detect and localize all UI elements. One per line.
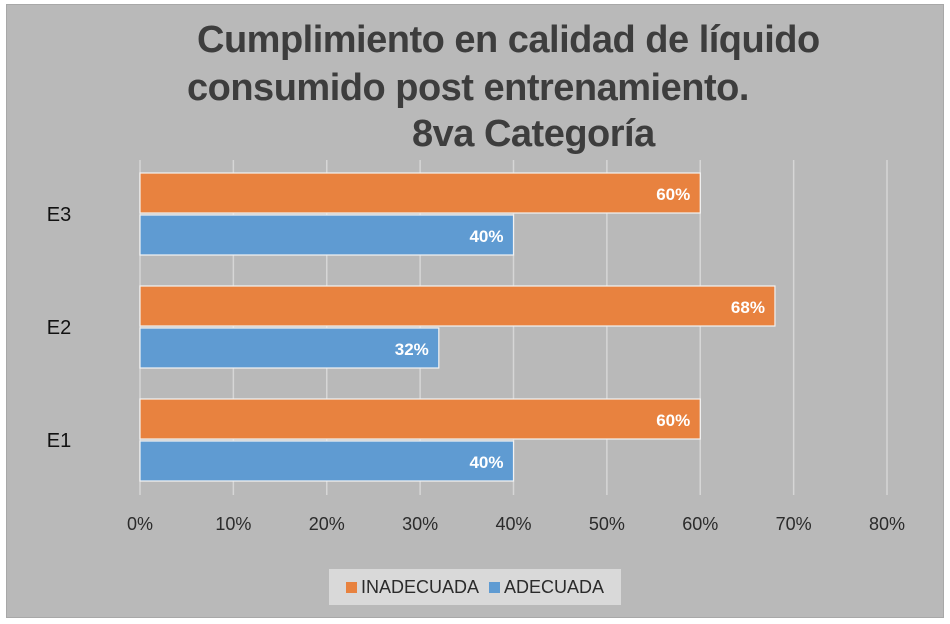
- x-tick-label-4: 40%: [495, 514, 531, 534]
- bar-label-adecuada-e3: 40%: [469, 227, 503, 246]
- bar-inadecuada-e2: [139, 285, 776, 327]
- legend: INADECUADA ADECUADA: [329, 569, 621, 605]
- x-tick-label-1: 10%: [215, 514, 251, 534]
- bar-adecuada-e2: [139, 327, 440, 369]
- category-label-e2: E2: [47, 317, 71, 339]
- bar-label-adecuada-e1: 40%: [469, 453, 503, 472]
- bar-label-inadecuada-e1: 60%: [656, 411, 690, 430]
- legend-item-adecuada: ADECUADA: [489, 577, 604, 598]
- x-tick-label-7: 70%: [776, 514, 812, 534]
- x-tick-label-0: 0%: [127, 514, 153, 534]
- x-tick-label-8: 80%: [869, 514, 905, 534]
- bar-adecuada-e3: [139, 214, 515, 256]
- x-tick-label-6: 60%: [682, 514, 718, 534]
- chart-title-line-3: 8va Categoría: [412, 113, 655, 155]
- category-label-e1: E1: [47, 430, 71, 452]
- bar-adecuada-e1: [139, 440, 515, 482]
- bar-label-inadecuada-e2: 68%: [731, 298, 765, 317]
- bar-label-inadecuada-e3: 60%: [656, 185, 690, 204]
- category-label-e3: E3: [47, 204, 71, 226]
- bar-inadecuada-e1: [139, 398, 701, 440]
- x-tick-label-2: 20%: [309, 514, 345, 534]
- legend-label-adecuada: ADECUADA: [504, 576, 605, 597]
- chart-frame: Cumplimiento en calidad de líquido consu…: [6, 4, 944, 618]
- chart-title-line-1: Cumplimiento en calidad de líquido: [197, 19, 820, 61]
- bar-label-adecuada-e2: 32%: [395, 340, 429, 359]
- chart-title-line-2: consumido post entrenamiento.: [187, 67, 749, 109]
- legend-swatch-adecuada: [489, 581, 500, 593]
- legend-item-inadecuada: INADECUADA: [345, 576, 479, 598]
- legend-swatch-inadecuada: [345, 581, 357, 593]
- x-tick-label-5: 50%: [589, 514, 625, 534]
- bar-inadecuada-e3: [139, 172, 701, 214]
- legend-label-inadecuada: INADECUADA: [360, 576, 479, 597]
- plot-area: 0% 10% 20% 30% 40% 50% 60% 70% 80% E3 60% 40% E2 68% 3…: [47, 160, 905, 534]
- x-tick-label-3: 30%: [402, 514, 438, 534]
